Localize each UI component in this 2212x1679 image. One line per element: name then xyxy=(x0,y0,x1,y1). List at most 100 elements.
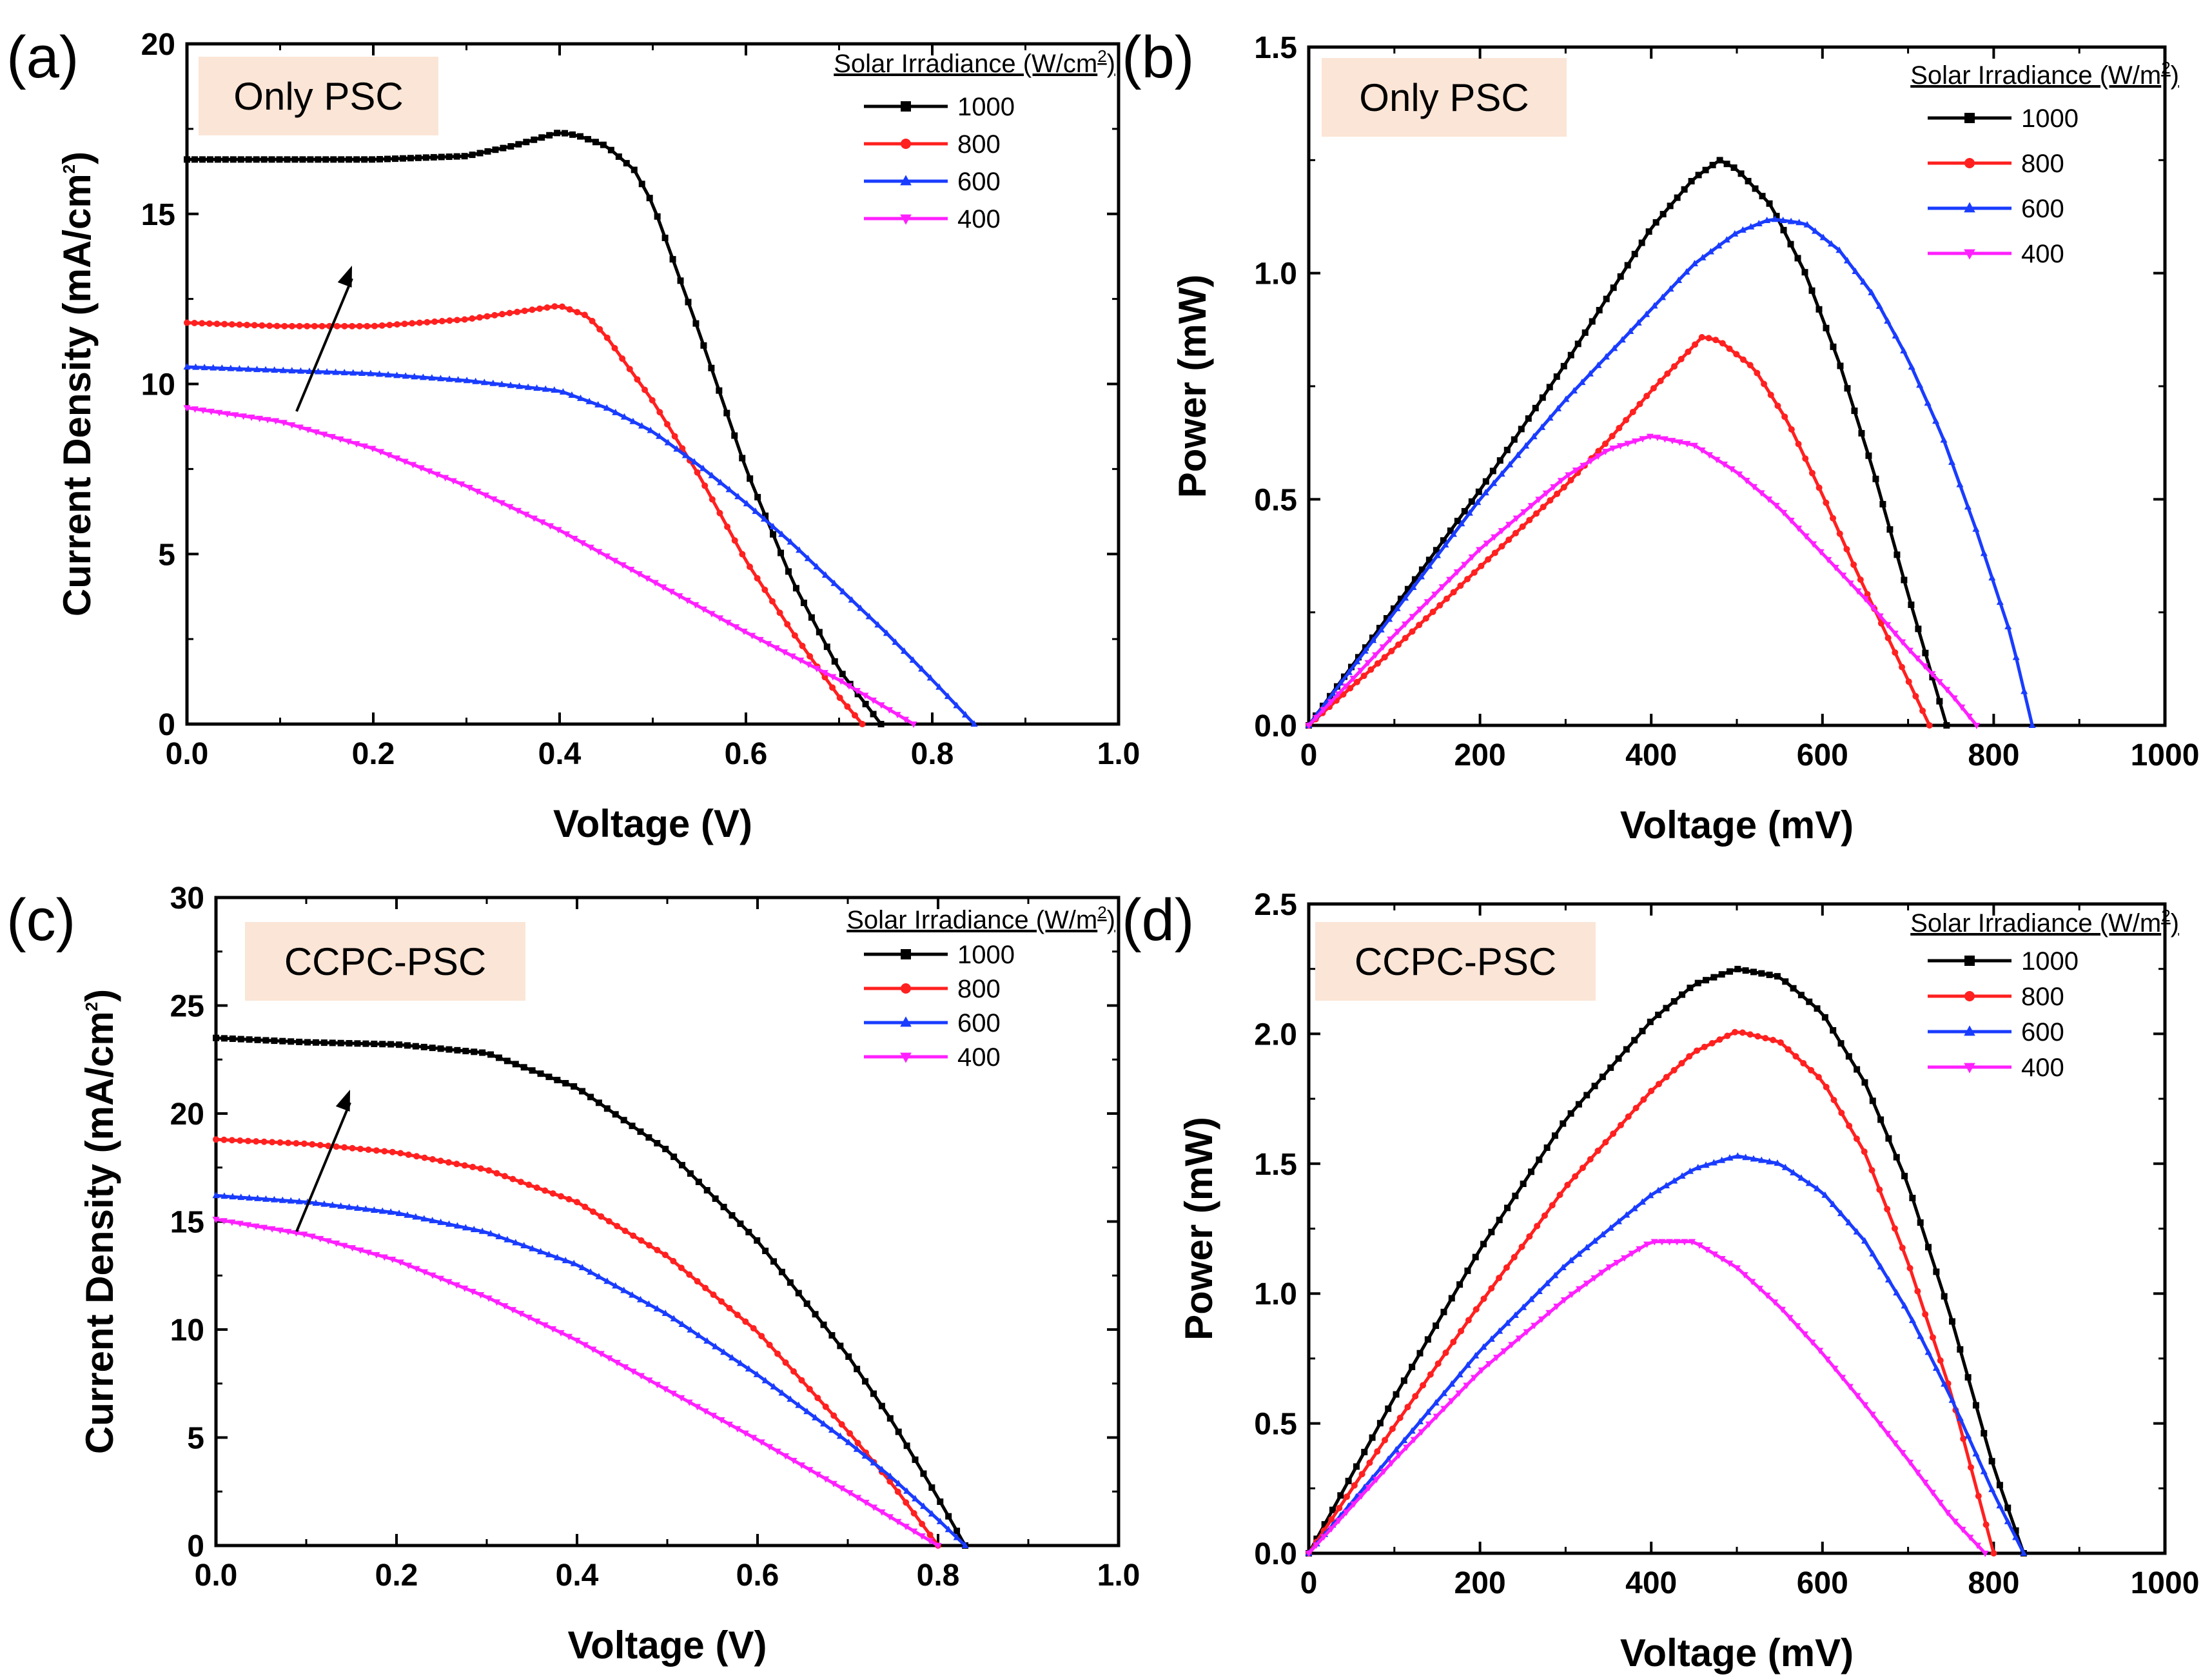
data-point xyxy=(701,1408,709,1415)
data-point xyxy=(304,1039,311,1046)
data-point xyxy=(514,308,521,315)
data-point xyxy=(1418,573,1425,580)
x-tick-label: 0.4 xyxy=(556,1558,599,1593)
data-point xyxy=(1360,673,1367,680)
data-point xyxy=(349,322,356,329)
data-point xyxy=(253,366,261,373)
data-point xyxy=(1846,1384,1854,1391)
legend-label: 800 xyxy=(957,130,1001,159)
data-point xyxy=(1560,1297,1568,1304)
data-point xyxy=(1349,676,1357,683)
x-tick-label: 0.4 xyxy=(538,737,582,771)
data-point xyxy=(1602,353,1610,360)
data-point xyxy=(1648,1088,1655,1095)
data-point xyxy=(276,156,283,163)
data-point xyxy=(1617,1122,1624,1129)
data-point xyxy=(1699,253,1707,260)
legend-swatch-marker xyxy=(901,983,911,994)
data-point xyxy=(1364,660,1372,667)
data-point xyxy=(725,1421,733,1428)
data-point xyxy=(1788,426,1795,433)
data-point xyxy=(853,1445,861,1452)
data-point xyxy=(1732,1028,1739,1036)
y-tick-label: 20 xyxy=(170,1097,204,1132)
data-point xyxy=(892,638,899,645)
data-point xyxy=(1698,334,1705,341)
data-point xyxy=(1647,1018,1654,1025)
data-point xyxy=(295,1197,303,1204)
data-point xyxy=(654,213,661,220)
data-point xyxy=(1472,1351,1480,1359)
data-point xyxy=(253,1138,260,1145)
data-point xyxy=(1674,194,1681,201)
x-tick-label: 0.2 xyxy=(352,737,395,771)
data-point xyxy=(585,397,593,404)
legend-title: Solar Irradiance (W/cm2) xyxy=(834,46,1115,78)
legend-swatch-marker xyxy=(1964,991,1975,1001)
data-point xyxy=(736,1359,744,1366)
data-point xyxy=(643,575,651,582)
data-point xyxy=(1814,1184,1821,1192)
data-point xyxy=(645,1377,653,1384)
data-point xyxy=(945,1513,952,1520)
data-point xyxy=(1670,1066,1678,1074)
data-point xyxy=(1425,562,1433,569)
data-point xyxy=(595,1099,602,1106)
data-point xyxy=(537,1248,545,1255)
data-point xyxy=(1669,438,1676,445)
data-point xyxy=(1432,1399,1440,1406)
data-point xyxy=(1425,556,1433,564)
data-point xyxy=(1402,634,1409,642)
data-point xyxy=(1933,1268,1940,1275)
data-point xyxy=(1535,1288,1543,1295)
series-line xyxy=(186,365,975,725)
data-point xyxy=(1520,509,1528,516)
data-point xyxy=(506,504,514,511)
data-point xyxy=(1450,1339,1457,1346)
data-point xyxy=(344,438,352,446)
data-point xyxy=(1440,537,1447,544)
data-point xyxy=(437,1157,444,1164)
data-point xyxy=(1683,268,1690,275)
data-point xyxy=(543,304,551,311)
data-point xyxy=(2004,622,2012,629)
data-point xyxy=(1361,1449,1368,1456)
data-point xyxy=(1385,615,1393,622)
data-point xyxy=(1966,1535,1974,1542)
data-point xyxy=(629,1123,636,1130)
data-point xyxy=(538,134,545,141)
data-point xyxy=(1654,1186,1662,1193)
data-point xyxy=(1512,529,1519,536)
data-point xyxy=(1594,361,1602,368)
data-point xyxy=(1617,273,1624,280)
tag-label: Only PSC xyxy=(233,75,403,118)
data-point xyxy=(542,1187,549,1194)
data-point xyxy=(1854,1393,1861,1400)
data-point xyxy=(1480,1295,1487,1302)
data-point xyxy=(934,1543,942,1549)
data-point xyxy=(1996,1502,2004,1509)
data-point xyxy=(514,507,522,515)
data-point xyxy=(1601,448,1609,455)
data-point xyxy=(565,1333,573,1340)
data-point xyxy=(1797,1174,1805,1181)
data-point xyxy=(1411,576,1418,583)
data-point xyxy=(1845,1219,1853,1226)
data-point xyxy=(661,1252,669,1259)
data-point xyxy=(646,1242,652,1249)
data-point xyxy=(1830,1027,1837,1034)
data-point xyxy=(790,1458,798,1465)
data-point xyxy=(910,722,917,728)
data-point xyxy=(612,1111,619,1118)
data-point xyxy=(717,478,725,486)
data-point xyxy=(236,321,243,328)
data-point xyxy=(431,318,438,325)
data-point xyxy=(1395,641,1402,648)
data-point xyxy=(296,424,304,431)
data-point xyxy=(206,320,213,327)
data-point xyxy=(1716,157,1723,164)
data-point xyxy=(260,156,268,163)
data-point xyxy=(1948,458,1955,466)
data-point xyxy=(1540,504,1547,511)
